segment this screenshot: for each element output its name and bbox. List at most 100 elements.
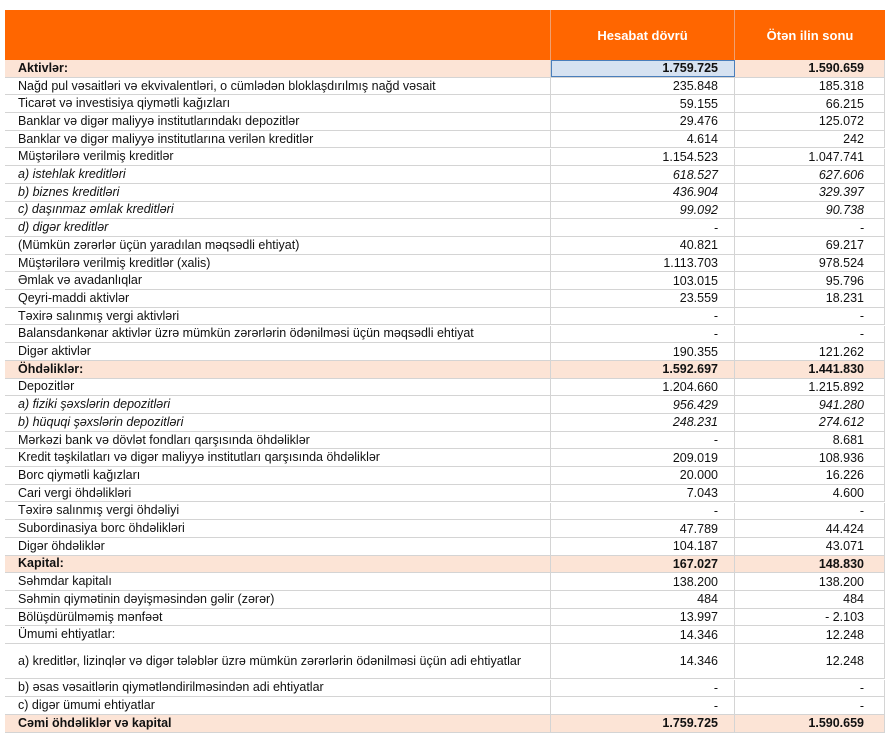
- previous-value[interactable]: 484: [735, 591, 885, 608]
- current-value[interactable]: 167.027: [551, 555, 735, 573]
- row-label[interactable]: Kapital:: [5, 555, 551, 573]
- current-value[interactable]: 484: [551, 591, 735, 608]
- previous-value[interactable]: 12.248: [735, 626, 885, 644]
- current-value[interactable]: 1.113.703: [551, 254, 735, 272]
- previous-value[interactable]: 16.226: [735, 467, 885, 484]
- previous-value[interactable]: 108.936: [735, 449, 885, 467]
- row-label[interactable]: a) fiziki şəxslərin depozitləri: [5, 396, 551, 413]
- previous-value[interactable]: 8.681: [735, 431, 885, 449]
- row-label[interactable]: Öhdəliklər:: [5, 360, 551, 378]
- row-label[interactable]: Səhmdar kapitalı: [5, 573, 551, 590]
- previous-value[interactable]: 1.590.659: [735, 714, 885, 732]
- row-label[interactable]: Banklar və digər maliyyə institutlarında…: [5, 113, 551, 130]
- current-value[interactable]: 1.759.725: [551, 714, 735, 732]
- previous-value[interactable]: 18.231: [735, 290, 885, 307]
- row-label[interactable]: Subordinasiya borc öhdəlikləri: [5, 520, 551, 537]
- row-label[interactable]: d) digər kreditlər: [5, 219, 551, 236]
- row-label[interactable]: Təxirə salınmış vergi aktivləri: [5, 307, 551, 325]
- current-value[interactable]: -: [551, 307, 735, 325]
- previous-value[interactable]: 44.424: [735, 520, 885, 537]
- current-value[interactable]: 47.789: [551, 520, 735, 537]
- current-value[interactable]: 209.019: [551, 449, 735, 467]
- previous-value[interactable]: 121.262: [735, 343, 885, 360]
- row-label[interactable]: a) istehlak kreditləri: [5, 166, 551, 183]
- row-label[interactable]: a) kreditlər, lizinqlər və digər tələblə…: [5, 644, 551, 679]
- row-label[interactable]: b) biznes kreditləri: [5, 183, 551, 201]
- row-label[interactable]: (Mümkün zərərlər üçün yaradılan məqsədli…: [5, 237, 551, 254]
- previous-value[interactable]: -: [735, 697, 885, 714]
- row-label[interactable]: c) digər ümumi ehtiyatlar: [5, 697, 551, 714]
- current-value[interactable]: -: [551, 219, 735, 236]
- row-label[interactable]: Mərkəzi bank və dövlət fondları qarşısın…: [5, 431, 551, 449]
- current-value[interactable]: -: [551, 431, 735, 449]
- previous-value[interactable]: 90.738: [735, 201, 885, 219]
- current-value[interactable]: 618.527: [551, 166, 735, 183]
- column-header[interactable]: Hesabat dövrü: [551, 10, 735, 60]
- previous-value[interactable]: -: [735, 679, 885, 697]
- current-value[interactable]: -: [551, 697, 735, 714]
- row-label[interactable]: Əmlak və avadanlıqlar: [5, 272, 551, 290]
- current-value[interactable]: 59.155: [551, 95, 735, 113]
- row-label[interactable]: Aktivlər:: [5, 60, 551, 77]
- current-value[interactable]: 1.592.697: [551, 360, 735, 378]
- current-value[interactable]: 248.231: [551, 414, 735, 431]
- row-label[interactable]: b) əsas vəsaitlərin qiymətləndirilməsind…: [5, 679, 551, 697]
- previous-value[interactable]: 1.047.741: [735, 148, 885, 166]
- current-value[interactable]: 23.559: [551, 290, 735, 307]
- previous-value[interactable]: 138.200: [735, 573, 885, 590]
- previous-value[interactable]: -: [735, 502, 885, 520]
- current-value[interactable]: 14.346: [551, 626, 735, 644]
- previous-value[interactable]: 148.830: [735, 555, 885, 573]
- row-label[interactable]: Bölüşdürülməmiş mənfəət: [5, 608, 551, 626]
- row-label[interactable]: Təxirə salınmış vergi öhdəliyi: [5, 502, 551, 520]
- row-label[interactable]: Cəmi öhdəliklər və kapital: [5, 714, 551, 732]
- current-value[interactable]: 436.904: [551, 183, 735, 201]
- previous-value[interactable]: 242: [735, 130, 885, 148]
- row-label[interactable]: Müştərilərə verilmiş kreditlər: [5, 148, 551, 166]
- previous-value[interactable]: -: [735, 219, 885, 236]
- row-label[interactable]: Nağd pul vəsaitləri və ekvivalentləri, o…: [5, 77, 551, 95]
- current-value[interactable]: 14.346: [551, 644, 735, 679]
- previous-value[interactable]: 12.248: [735, 644, 885, 679]
- row-label[interactable]: Borc qiymətli kağızları: [5, 467, 551, 484]
- current-value[interactable]: 1.154.523: [551, 148, 735, 166]
- current-value[interactable]: 29.476: [551, 113, 735, 130]
- row-label[interactable]: Qeyri-maddi aktivlər: [5, 290, 551, 307]
- current-value[interactable]: 7.043: [551, 484, 735, 502]
- current-value[interactable]: 40.821: [551, 237, 735, 254]
- previous-value[interactable]: 941.280: [735, 396, 885, 413]
- current-value[interactable]: -: [551, 502, 735, 520]
- row-label[interactable]: b) hüquqi şəxslərin depozitləri: [5, 414, 551, 431]
- previous-value[interactable]: 69.217: [735, 237, 885, 254]
- current-value[interactable]: 103.015: [551, 272, 735, 290]
- previous-value[interactable]: 627.606: [735, 166, 885, 183]
- row-label[interactable]: Depozitlər: [5, 378, 551, 396]
- current-value[interactable]: 956.429: [551, 396, 735, 413]
- previous-value[interactable]: - 2.103: [735, 608, 885, 626]
- previous-value[interactable]: 125.072: [735, 113, 885, 130]
- row-label[interactable]: Balansdankənar aktivlər üzrə mümkün zərə…: [5, 325, 551, 343]
- previous-value[interactable]: 978.524: [735, 254, 885, 272]
- row-label[interactable]: Kredit təşkilatları və digər maliyyə ins…: [5, 449, 551, 467]
- current-value[interactable]: 99.092: [551, 201, 735, 219]
- previous-value[interactable]: 95.796: [735, 272, 885, 290]
- previous-value[interactable]: 185.318: [735, 77, 885, 95]
- previous-value[interactable]: 329.397: [735, 183, 885, 201]
- row-label[interactable]: c) daşınmaz əmlak kreditləri: [5, 201, 551, 219]
- row-label[interactable]: Digər öhdəliklər: [5, 537, 551, 555]
- row-label[interactable]: Digər aktivlər: [5, 343, 551, 360]
- previous-value[interactable]: 1.441.830: [735, 360, 885, 378]
- previous-value[interactable]: 274.612: [735, 414, 885, 431]
- previous-value[interactable]: 43.071: [735, 537, 885, 555]
- row-label[interactable]: Ticarət və investisiya qiymətli kağızlar…: [5, 95, 551, 113]
- row-label[interactable]: Cari vergi öhdəlikləri: [5, 484, 551, 502]
- current-value[interactable]: -: [551, 679, 735, 697]
- current-value[interactable]: 13.997: [551, 608, 735, 626]
- column-header[interactable]: Ötən ilin sonu: [735, 10, 885, 60]
- row-label[interactable]: Ümumi ehtiyatlar:: [5, 626, 551, 644]
- row-label[interactable]: Səhmin qiymətinin dəyişməsindən gəlir (z…: [5, 591, 551, 608]
- previous-value[interactable]: 66.215: [735, 95, 885, 113]
- row-label[interactable]: Müştərilərə verilmiş kreditlər (xalis): [5, 254, 551, 272]
- current-value[interactable]: 235.848: [551, 77, 735, 95]
- current-value[interactable]: 190.355: [551, 343, 735, 360]
